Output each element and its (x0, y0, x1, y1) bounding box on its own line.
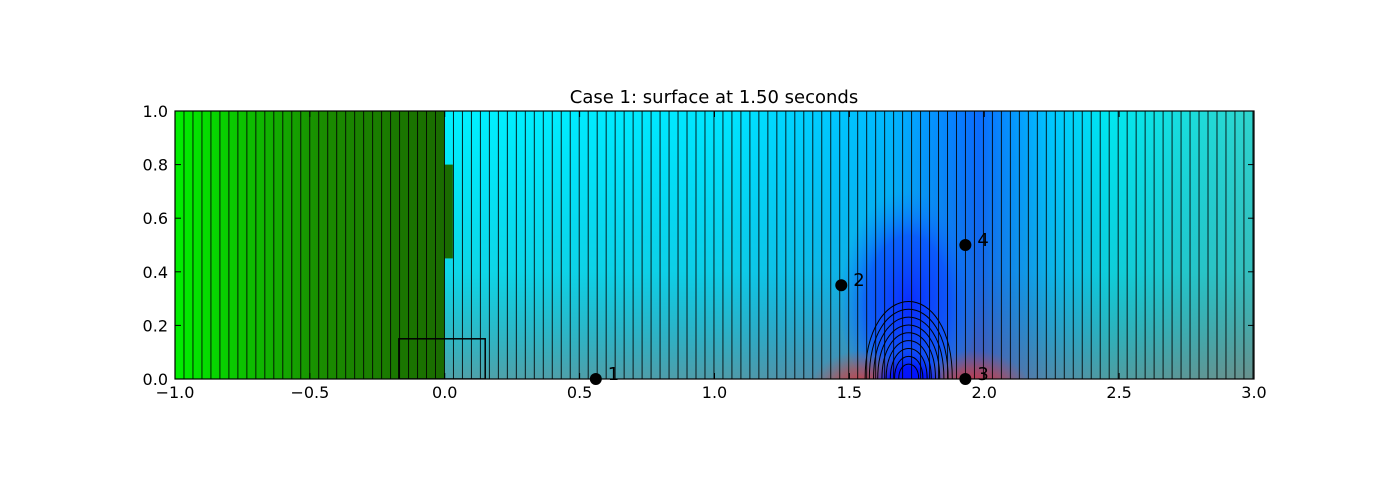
y-axis-ticks: 0.0 0.2 0.4 0.6 0.8 1.0 (143, 102, 1254, 389)
y-tick-label: 0.4 (143, 263, 168, 282)
contour-line (868, 309, 949, 379)
contour-lines (864, 300, 953, 379)
y-tick-label: 0.6 (143, 209, 168, 228)
x-tick-label: 2.0 (972, 383, 997, 402)
y-tick-label: 1.0 (143, 102, 168, 121)
contour-line (877, 324, 941, 379)
x-tick-label: −0.5 (290, 383, 329, 402)
contour-line (864, 300, 953, 379)
deep-depression-field (870, 310, 947, 379)
cell-boundary-lines (183, 111, 1254, 379)
gauge-label: 4 (977, 230, 988, 251)
y-tick-label: 0.2 (143, 316, 168, 335)
gauge-marker (959, 239, 972, 251)
gauge-label: 2 (853, 270, 864, 291)
chart-title: Case 1: surface at 1.50 seconds (570, 87, 858, 108)
y-tick-label: 0.0 (143, 370, 168, 389)
contour-line (873, 316, 945, 379)
gauge-marker (589, 373, 602, 385)
x-axis-ticks: −1.0 −0.5 0.0 0.5 1.0 1.5 2.0 2.5 3.0 (156, 111, 1267, 402)
x-tick-label: 0.0 (432, 383, 457, 402)
contour-line (894, 355, 924, 379)
x-tick-label: 0.5 (567, 383, 592, 402)
gauge-markers: 1 2 3 4 (589, 230, 989, 385)
x-tick-label: 3.0 (1241, 383, 1266, 402)
y-tick-label: 0.8 (143, 156, 168, 175)
contour-line (889, 348, 928, 379)
x-tick-label: 2.5 (1106, 383, 1131, 402)
gauge-marker (959, 373, 972, 385)
plot-area (175, 111, 1254, 379)
gauge-label: 3 (977, 364, 988, 385)
dark-strip (444, 164, 453, 259)
contour-line (881, 332, 937, 379)
contour-line (885, 340, 932, 379)
x-tick-label: 1.0 (702, 383, 727, 402)
gauge-marker (835, 279, 848, 292)
x-tick-label: −1.0 (156, 383, 195, 402)
gauge-label: 1 (608, 364, 619, 385)
contour-line (898, 363, 920, 379)
x-tick-label: 1.5 (837, 383, 862, 402)
